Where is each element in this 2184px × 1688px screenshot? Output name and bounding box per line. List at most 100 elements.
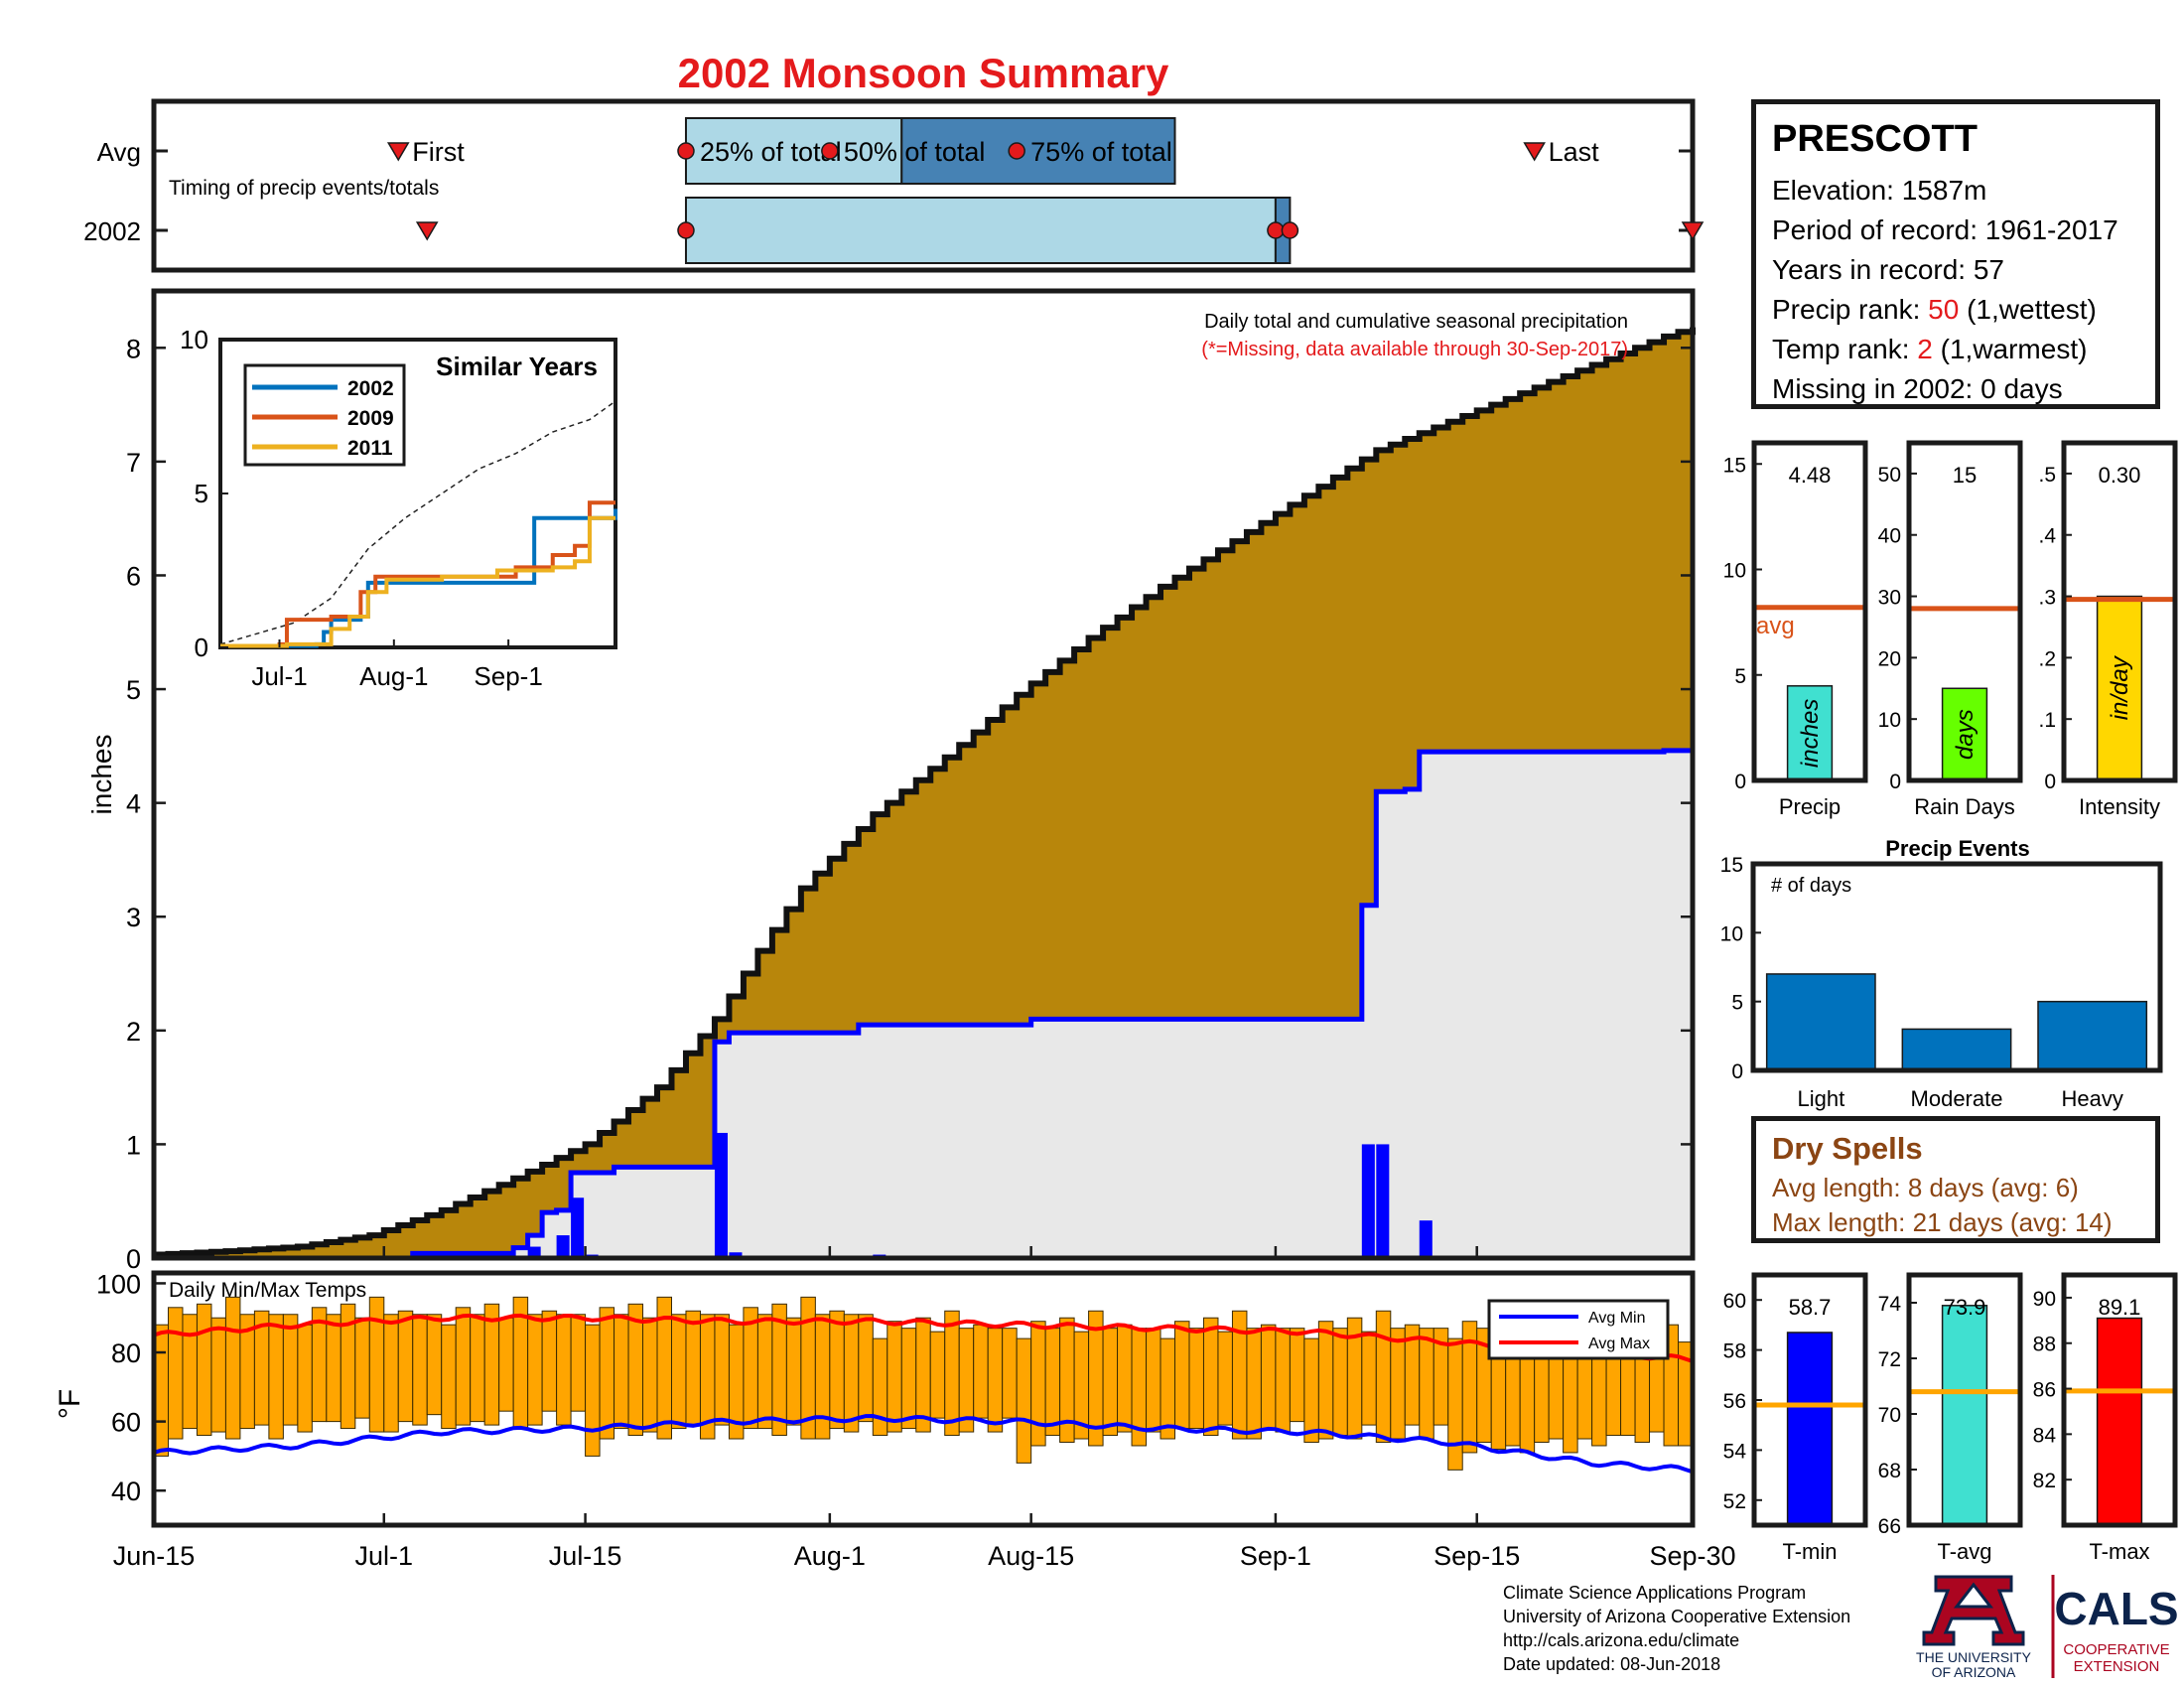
summary_raindays-ytick-label: 0	[1889, 771, 1901, 793]
summary_intensity-ytick-label: .1	[2038, 709, 2056, 732]
summary_tmax-frame	[2061, 1272, 2178, 1528]
summary_intensity-bar	[2096, 595, 2143, 781]
timing-marker-label: 75% of total	[1030, 137, 1172, 167]
event-category-label: Light	[1797, 1086, 1844, 1111]
daily-precip-bar	[1361, 1144, 1375, 1258]
temp-range-bar	[1375, 1310, 1392, 1443]
timing-marker-label: Last	[1549, 137, 1600, 167]
footer-link[interactable]: http://cals.arizona.edu/climate	[1503, 1630, 1740, 1650]
avg-max-line	[153, 1313, 1694, 1363]
timing-marker-label: 50% of total	[844, 137, 986, 167]
temp-range-bar	[814, 1314, 831, 1440]
temp-legend-label: Avg Max	[1588, 1336, 1650, 1352]
xtick-label: Jun-15	[113, 1541, 196, 1571]
temp-range-bar	[1361, 1331, 1377, 1426]
inset-xtick-label: Sep-1	[474, 661, 542, 691]
temp-range-bar	[268, 1314, 284, 1440]
summary_raindays-ytick-label: 30	[1878, 587, 1901, 610]
temp-rank-suffix: (1,warmest)	[1932, 334, 2088, 364]
temp-range-bar	[829, 1310, 845, 1430]
summary_intensity-category-label: Intensity	[2079, 794, 2160, 819]
event-bar	[2037, 1000, 2148, 1071]
temp-range-bar	[1275, 1328, 1291, 1433]
temp-range-bar	[944, 1310, 960, 1437]
temp-range-bar	[556, 1314, 572, 1426]
footer-line-university: University of Arizona Cooperative Extens…	[1503, 1607, 1851, 1626]
footer-credits: Climate Science Applications Program Uni…	[1503, 1581, 1850, 1676]
summary_raindays-bar	[1941, 687, 1988, 781]
xtick-label: Aug-1	[794, 1541, 866, 1571]
summary_intensity-ytick-label: .4	[2038, 525, 2056, 548]
summary_precip-unit-label: inches	[1797, 699, 1824, 768]
xtick-label: Jul-1	[355, 1541, 414, 1571]
station-elevation: Elevation: 1587m	[1772, 175, 1987, 206]
temp-range-bar	[1447, 1337, 1463, 1471]
temp-range-bar	[987, 1328, 1004, 1433]
timing-bar-2002-light	[684, 197, 1277, 264]
daily-precip-bar	[556, 1235, 570, 1258]
daily-precip-bar	[527, 1246, 541, 1258]
timing-panel: Avg 2002 Timing of precip events/totals Fir…	[83, 98, 1705, 273]
temp-legend-frame	[1487, 1299, 1670, 1360]
temp-range-bar	[412, 1314, 428, 1426]
summary_tmin-ytick-label: 52	[1723, 1490, 1746, 1513]
timing-marker-label: First	[412, 137, 465, 167]
precip-ylabel: inches	[86, 735, 117, 815]
precip-ytick-label: 2	[126, 1017, 141, 1047]
precip-ytick-label: 8	[126, 334, 141, 363]
temp-range-bar	[1016, 1337, 1032, 1464]
timing-bar-avg-light	[684, 117, 903, 185]
temp-range-bar	[470, 1314, 485, 1423]
inset-xtick-label: Aug-1	[359, 661, 428, 691]
event-category-label: Heavy	[2061, 1086, 2122, 1111]
temp-ylabel: °F	[54, 1389, 86, 1419]
summary_tavg-bar	[1941, 1305, 1988, 1526]
temp-range-bar	[282, 1314, 299, 1426]
precip-ytick-label: 0	[126, 1244, 141, 1274]
summary_tmin-category-label: T-min	[1783, 1539, 1838, 1564]
inset-avg-line	[219, 400, 616, 645]
summary_tmin-ytick-label: 58	[1723, 1340, 1746, 1363]
timing-row-label: Avg	[97, 137, 141, 167]
temp-range-bar	[714, 1314, 730, 1426]
timing-marker-triangle	[386, 142, 410, 162]
precip-rank-label: Precip rank:	[1772, 294, 1929, 325]
temp-range-bar	[1117, 1324, 1133, 1433]
events-ylabel: # of days	[1771, 875, 1851, 897]
temp-rank-value: 2	[1917, 334, 1933, 364]
events-ytick-label: 0	[1731, 1060, 1743, 1083]
temp-legend-label: Avg Min	[1588, 1310, 1646, 1327]
temp-range-bar	[167, 1307, 184, 1440]
summary_raindays-ytick-label: 20	[1878, 647, 1901, 670]
temp-ytick-label: 80	[111, 1338, 141, 1368]
timing-marker-circle	[1267, 221, 1285, 239]
temp-range-bar	[1332, 1328, 1348, 1437]
temp-range-bar	[1002, 1328, 1018, 1419]
temp-range-bar	[1317, 1321, 1334, 1440]
summary_tmax-value-label: 89.1	[2099, 1295, 2141, 1320]
timing-marker-circle	[677, 221, 695, 239]
dry-spells-max: Max length: 21 days (avg: 14)	[1772, 1207, 2113, 1237]
temp-range-bar	[929, 1331, 946, 1419]
ua-a-mark	[1922, 1575, 2025, 1646]
station-precip-rank: Precip rank: 50 (1,wettest)	[1772, 294, 2139, 326]
station-years: Years in record: 57	[1772, 254, 2004, 285]
precip-ytick-label: 5	[126, 675, 141, 705]
precip-ytick-label: 3	[126, 903, 141, 932]
summary_tmax-ytick-label: 86	[2033, 1379, 2056, 1402]
temp-rank-label: Temp rank:	[1772, 334, 1918, 364]
summary_precip-ytick-label: 5	[1734, 665, 1746, 688]
summary_intensity-ytick-label: .2	[2038, 647, 2056, 670]
xtick-label: Sep-30	[1649, 1541, 1735, 1571]
cals-wordmark: CALS	[2054, 1583, 2178, 1634]
temp-range-bar	[498, 1317, 514, 1412]
daily-precip-bar	[571, 1197, 585, 1258]
footer-line-program: Climate Science Applications Program	[1503, 1583, 1807, 1603]
summary_precip-value-label: 4.48	[1789, 463, 1832, 488]
temp-range-bar	[915, 1317, 931, 1433]
temp-range-bar	[1260, 1324, 1277, 1430]
temp-range-bar	[354, 1317, 370, 1419]
summary_raindays-ytick-label: 10	[1878, 709, 1901, 732]
temp-range-bar	[397, 1310, 414, 1423]
